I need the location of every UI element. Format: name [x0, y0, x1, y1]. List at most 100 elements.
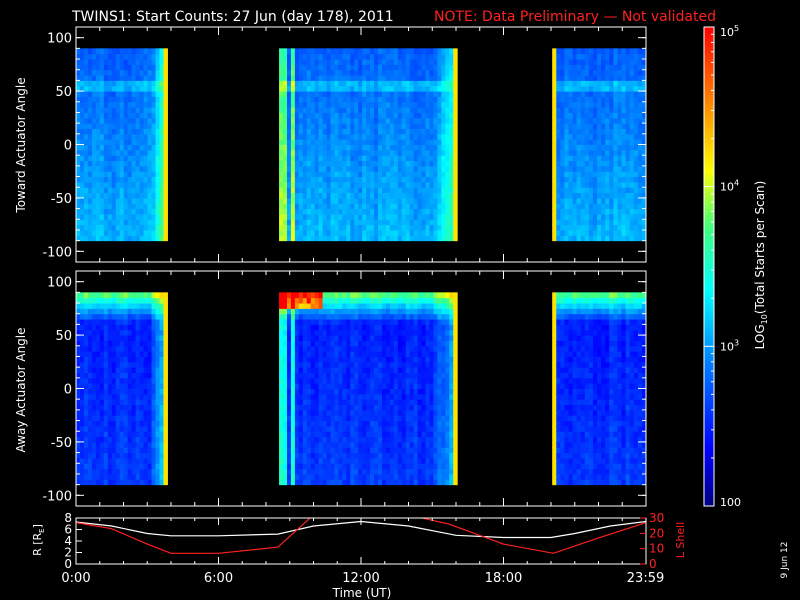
heatmap-cell — [290, 69, 296, 76]
heatmap-cell — [334, 224, 339, 231]
heatmap-cell — [370, 208, 375, 215]
heatmap-cell — [127, 155, 133, 162]
heatmap-cell — [79, 335, 85, 341]
heatmap-cell — [119, 213, 125, 220]
heatmap-cell — [552, 128, 557, 135]
heatmap-cell — [103, 441, 109, 448]
heatmap-cell — [322, 473, 328, 480]
heatmap-cell — [322, 133, 328, 140]
heatmap-cell — [445, 53, 450, 60]
heatmap-cell — [79, 128, 85, 135]
heatmap-cell — [298, 144, 304, 151]
heatmap-cell — [393, 59, 399, 65]
heatmap-cell — [601, 181, 606, 188]
heatmap-cell — [393, 107, 399, 113]
heatmap-cell — [625, 171, 631, 178]
heatmap-cell — [334, 372, 339, 379]
heatmap-cell — [107, 425, 113, 432]
heatmap-cell — [346, 345, 351, 352]
heatmap-cell — [306, 351, 312, 357]
heatmap-cell — [155, 361, 160, 368]
heatmap-cell — [572, 107, 578, 113]
heatmap-cell — [617, 133, 623, 140]
heatmap-cell — [576, 155, 582, 162]
heatmap-cell — [127, 235, 133, 242]
heatmap-cell — [346, 139, 351, 145]
heatmap-cell — [123, 224, 129, 231]
heatmap-cell — [378, 144, 383, 151]
heatmap-cell — [621, 149, 627, 156]
heatmap-cell — [91, 457, 97, 464]
heatmap-cell — [342, 377, 347, 384]
heatmap-cell — [302, 80, 308, 87]
heatmap-cell — [358, 208, 363, 215]
heatmap-cell — [294, 431, 300, 438]
heatmap-cell — [409, 160, 415, 167]
heatmap-cell — [346, 176, 351, 183]
heatmap-cell — [625, 101, 631, 108]
heatmap-cell — [556, 75, 561, 81]
heatmap-cell — [572, 80, 578, 87]
heatmap-cell — [115, 351, 121, 357]
heatmap-cell — [346, 91, 351, 97]
heatmap-cell — [621, 80, 627, 87]
heatmap-cell — [290, 75, 296, 81]
heatmap-cell — [613, 80, 618, 87]
heatmap-cell — [641, 85, 647, 92]
heatmap-cell — [155, 53, 160, 60]
heatmap-cell — [437, 203, 442, 210]
heatmap-cell — [326, 187, 332, 194]
heatmap-cell — [322, 123, 328, 129]
heatmap-cell — [433, 117, 438, 124]
heatmap-cell — [592, 75, 598, 81]
heatmap-cell — [279, 85, 284, 92]
heatmap-cell — [342, 308, 347, 315]
heatmap-cell — [143, 452, 149, 459]
heatmap-cell — [576, 203, 582, 210]
heatmap-cell — [560, 235, 565, 242]
heatmap-cell — [99, 441, 105, 448]
heatmap-cell — [625, 235, 631, 242]
heatmap-cell — [314, 399, 320, 406]
heatmap-cell — [99, 128, 105, 135]
heatmap-cell — [449, 139, 454, 145]
heatmap-cell — [286, 224, 292, 231]
heatmap-cell — [286, 297, 292, 304]
heatmap-cell — [103, 404, 109, 411]
heatmap-cell — [163, 85, 168, 92]
heatmap-cell — [338, 192, 343, 199]
heatmap-cell — [362, 447, 367, 454]
heatmap-cell — [576, 107, 582, 113]
heatmap-cell — [613, 128, 618, 135]
heatmap-cell — [159, 425, 164, 432]
heatmap-cell — [433, 91, 438, 97]
heatmap-cell — [342, 181, 347, 188]
heatmap-cell — [279, 393, 284, 400]
heatmap-cell — [99, 219, 105, 226]
heatmap-cell — [103, 463, 109, 470]
heatmap-cell — [433, 149, 438, 156]
heatmap-cell — [147, 329, 153, 336]
heatmap-cell — [629, 197, 635, 204]
heatmap-cell — [568, 224, 574, 231]
heatmap-cell — [111, 377, 117, 384]
heatmap-cell — [346, 69, 351, 76]
heatmap-cell — [318, 139, 324, 145]
heatmap-cell — [576, 160, 582, 167]
heatmap-cell — [131, 447, 137, 454]
heatmap-cell — [601, 69, 606, 76]
heatmap-cell — [592, 53, 598, 60]
heatmap-cell — [334, 144, 339, 151]
heatmap-cell — [87, 297, 93, 304]
heatmap-cell — [151, 117, 157, 124]
heatmap-cell — [378, 165, 383, 172]
heatmap-cell — [163, 112, 168, 119]
heatmap-cell — [597, 197, 602, 204]
heatmap-cell — [405, 123, 411, 129]
heatmap-cell — [354, 75, 359, 81]
heatmap-cell — [552, 91, 557, 97]
heatmap-cell — [283, 69, 288, 76]
heatmap-cell — [560, 171, 565, 178]
heatmap-cell — [617, 213, 623, 220]
heatmap-cell — [572, 91, 578, 97]
